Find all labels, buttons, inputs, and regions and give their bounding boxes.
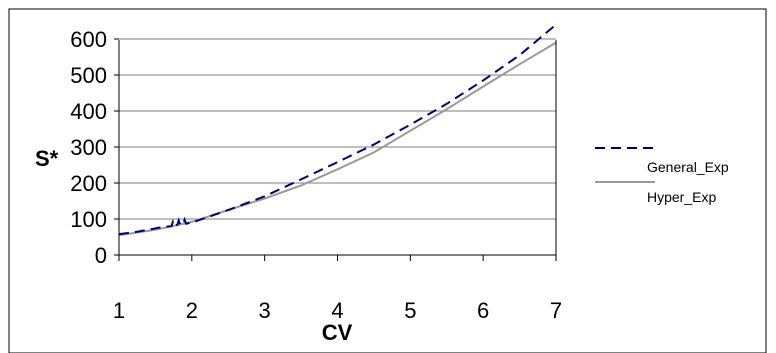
x-tick-label: 4 (331, 298, 343, 323)
x-tick-label: 3 (259, 298, 271, 323)
x-tick-label: 7 (550, 298, 562, 323)
legend: General_Exp Hyper_Exp (595, 147, 729, 205)
x-tick-label: 5 (404, 298, 416, 323)
legend-label-general-exp: General_Exp (647, 159, 729, 175)
series-lines (118, 23, 557, 237)
y-axis-tick-labels: 0 100 200 300 400 500 600 (70, 27, 119, 268)
gridlines (119, 38, 556, 220)
y-tick-label: 200 (70, 171, 107, 196)
y-tick-label: 500 (70, 63, 107, 88)
y-tick-label: 100 (70, 207, 107, 232)
y-axis-title: S* (35, 146, 59, 171)
y-tick-label: 400 (70, 99, 107, 124)
x-axis-tick-labels: 1 2 3 4 5 6 7 (113, 255, 562, 323)
x-tick-label: 2 (186, 298, 198, 323)
y-tick-label: 600 (70, 27, 107, 52)
series-line-hyper-exp (118, 41, 557, 237)
series-line-general-exp (118, 23, 557, 236)
x-tick-label: 1 (113, 298, 125, 323)
legend-label-hyper-exp: Hyper_Exp (647, 189, 716, 205)
x-tick-label: 6 (477, 298, 489, 323)
y-tick-label: 300 (70, 135, 107, 160)
y-tick-label: 0 (95, 243, 107, 268)
x-axis-title: CV (322, 320, 353, 345)
